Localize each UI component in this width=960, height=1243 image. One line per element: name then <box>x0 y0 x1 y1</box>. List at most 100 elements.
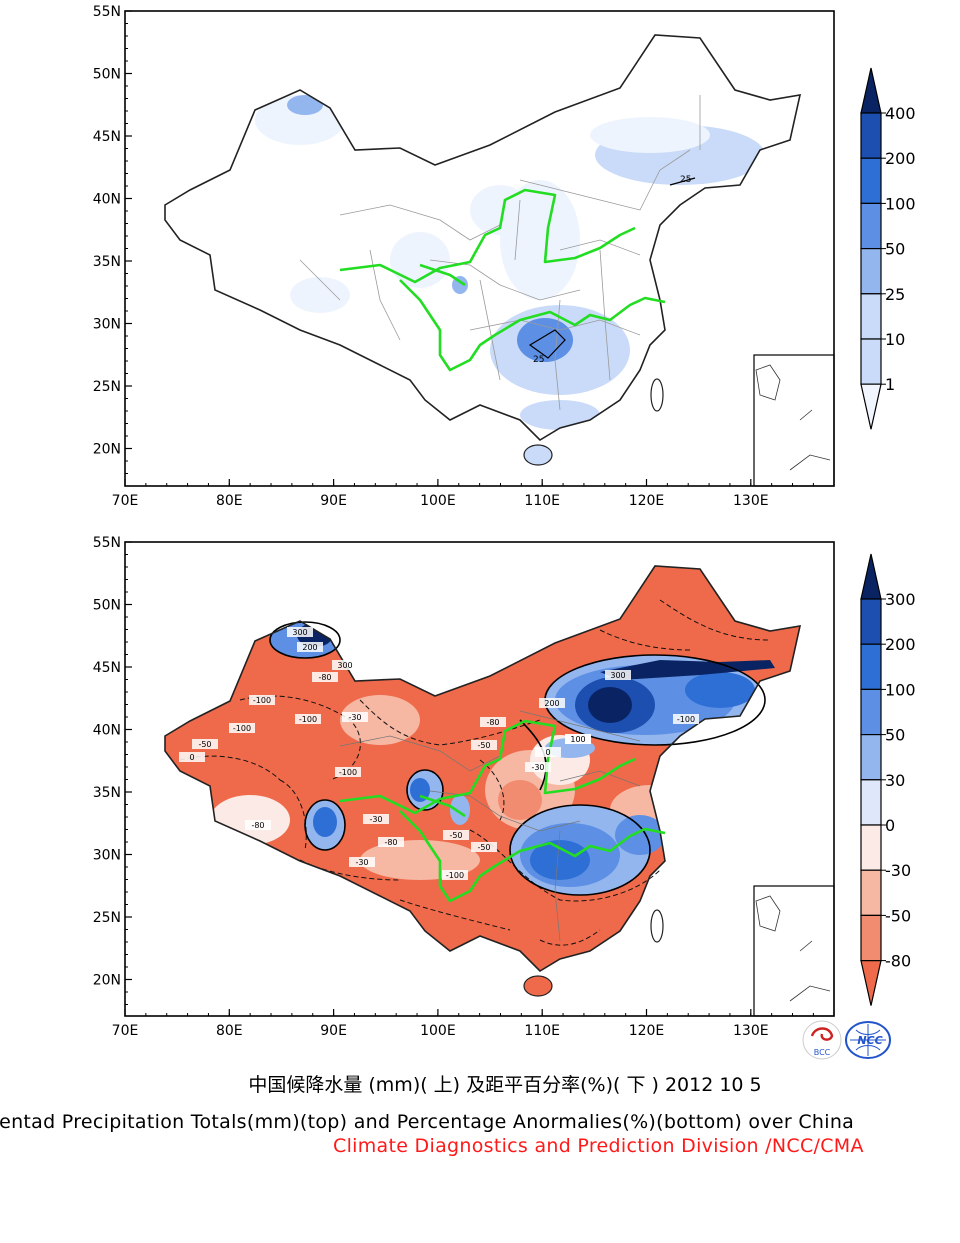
contour-label: -100 <box>339 768 357 777</box>
contour-label: 25 <box>680 175 691 185</box>
lat-tick-label: 35N <box>93 254 121 270</box>
top-precipitation-map: 25 25 55N 50N 45N 40N 35N 30N 25N 20N 70E 80E 90E 1… <box>93 4 916 509</box>
division-caption: Climate Diagnostics and Prediction Divis… <box>333 1135 864 1157</box>
lon-tick-label: 90E <box>320 1023 347 1039</box>
lat-tick-label: 20N <box>93 442 121 458</box>
contour-label: -30 <box>348 713 361 722</box>
colorbar-label: 50 <box>885 240 905 259</box>
contour-label: -50 <box>198 740 211 749</box>
colorbar-label: 300 <box>885 590 916 609</box>
lon-tick-label: 80E <box>216 1023 243 1039</box>
china-border <box>164 34 802 442</box>
south-china-sea-inset <box>753 354 835 487</box>
colorbar-segment <box>860 383 882 430</box>
chinese-caption: 中国候降水量 (mm)( 上) 及距平百分率(%)( 下 ) 2012 10 5 <box>248 1074 762 1096</box>
contour-label: -80 <box>486 718 499 727</box>
colorbar-segment <box>860 112 882 159</box>
lat-tick-label: 45N <box>93 660 121 676</box>
contour-label: -80 <box>384 838 397 847</box>
bcc-logo: BCC <box>802 1020 842 1060</box>
colorbar-segment <box>860 157 882 204</box>
colorbar-label: 30 <box>885 771 905 790</box>
lon-tick-label: 130E <box>733 493 769 509</box>
bottom-axis-ticks <box>124 541 814 1016</box>
colorbar-label: 1 <box>885 375 895 394</box>
colorbar-label: 50 <box>885 726 905 745</box>
colorbar-label: 25 <box>885 285 905 304</box>
contour-label: 25 <box>533 355 544 365</box>
lat-tick-label: 45N <box>93 129 121 145</box>
lat-tick-label: 25N <box>93 910 121 926</box>
globe-icon <box>850 1024 886 1056</box>
colorbar-label: 200 <box>885 149 916 168</box>
china-border <box>164 565 802 973</box>
contour-label: 300 <box>610 671 625 680</box>
contour-label: 100 <box>570 735 585 744</box>
colorbar-segment <box>860 202 882 250</box>
colorbar-segment <box>860 553 882 600</box>
lon-tick-label: 70E <box>112 493 139 509</box>
lat-tick-label: 50N <box>93 598 121 614</box>
colorbar-label: 10 <box>885 330 905 349</box>
contour-label: 300 <box>337 661 352 670</box>
colorbar-segment <box>860 248 882 295</box>
lon-tick-label: 100E <box>420 1023 456 1039</box>
colorbar-label: -30 <box>885 861 911 880</box>
contour-label: 200 <box>544 699 559 708</box>
colorbar-segment <box>860 643 882 691</box>
contour-label: -50 <box>477 741 490 750</box>
contour-label: -30 <box>369 815 382 824</box>
colorbar-segment <box>860 688 882 736</box>
south-china-sea-inset <box>753 885 835 1017</box>
colorbar-segment <box>860 914 882 962</box>
bottom-axis-labels: 55N 50N 45N 40N 35N 30N 25N 20N 70E 80E 90E 100E 110… <box>93 535 769 1039</box>
ncc-logo-text: NCC <box>857 1034 882 1047</box>
yangtze-river <box>399 279 666 372</box>
colorbar-label: 200 <box>885 635 916 654</box>
colorbar-segment <box>860 293 882 340</box>
lon-tick-label: 110E <box>524 493 560 509</box>
ncc-logo: NCC <box>845 1021 891 1059</box>
lon-tick-label: 100E <box>420 493 456 509</box>
contour-label: -80 <box>318 673 331 682</box>
contour-label: 0 <box>189 753 194 762</box>
yellow-river <box>339 188 636 284</box>
lat-tick-label: 20N <box>93 973 121 989</box>
contour-label: -100 <box>446 871 464 880</box>
contour-label: -80 <box>251 821 264 830</box>
colorbar-label: 100 <box>885 194 916 213</box>
colorbar-segment <box>860 824 882 871</box>
colorbar-segment <box>860 338 882 385</box>
contour-label: 0 <box>545 748 550 757</box>
colorbar-segment <box>860 779 882 826</box>
contour-label: -50 <box>477 843 490 852</box>
bcc-swirl-icon <box>810 1027 834 1041</box>
contour-label: -50 <box>449 831 462 840</box>
lon-tick-label: 120E <box>629 493 665 509</box>
lat-tick-label: 30N <box>93 848 121 864</box>
lat-tick-label: 25N <box>93 379 121 395</box>
top-colorbar: 400 200 100 50 25 10 1 <box>860 67 916 430</box>
colorbar-segment <box>860 598 882 645</box>
lon-tick-label: 110E <box>524 1023 560 1039</box>
lat-tick-label: 40N <box>93 192 121 208</box>
contour-label: -100 <box>233 724 251 733</box>
colorbar-segment <box>860 733 882 781</box>
lat-tick-label: 55N <box>93 535 121 551</box>
lon-tick-label: 120E <box>629 1023 665 1039</box>
contour-label: -100 <box>253 696 271 705</box>
colorbar-label: 100 <box>885 680 916 699</box>
lat-tick-label: 50N <box>93 67 121 83</box>
contour-label: 300 <box>292 628 307 637</box>
colorbar-segment <box>860 960 882 1006</box>
colorbar-label: 0 <box>885 816 895 835</box>
colorbar-segment <box>860 869 882 917</box>
lon-tick-label: 130E <box>733 1023 769 1039</box>
bcc-logo-text: BCC <box>814 1048 831 1057</box>
contour-label: -30 <box>531 763 544 772</box>
top-axis-labels: 55N 50N 45N 40N 35N 30N 25N 20N 70E 80E 90E 100E 110… <box>93 4 769 509</box>
